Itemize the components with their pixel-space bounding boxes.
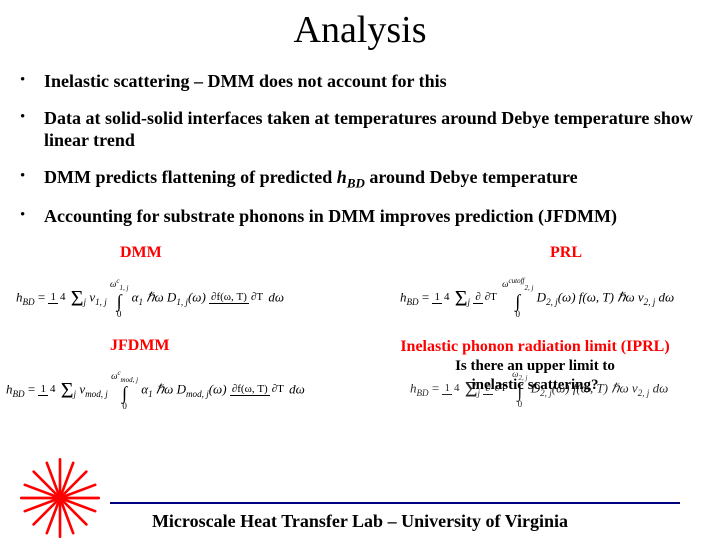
bullet-marker: • [20, 70, 44, 91]
bullet-text: Data at solid-solid interfaces taken at … [44, 107, 710, 152]
bullet-list: • Inelastic scattering – DMM does not ac… [0, 70, 720, 228]
bullet-item: • Data at solid-solid interfaces taken a… [20, 107, 710, 152]
laser-burst-icon [16, 454, 104, 542]
bullet-marker: • [20, 107, 44, 128]
footer-rule [110, 502, 680, 504]
label-jfdmm: JFDMM [110, 337, 170, 355]
bullet-item: • Accounting for substrate phonons in DM… [20, 205, 710, 228]
footer-text: Microscale Heat Transfer Lab – Universit… [0, 511, 720, 532]
bullet-item: • Inelastic scattering – DMM does not ac… [20, 70, 710, 93]
bullet-item: • DMM predicts flattening of predicted h… [20, 166, 710, 192]
equation-iprl: hBD = 14 Σj ∂∂T ω2, j∫0 D2, j(ω) f(ω, T)… [410, 370, 668, 409]
label-iprl: Inelastic phonon radiation limit (IPRL) [370, 337, 700, 357]
equation-prl: hBD = 14 Σj ∂∂T ωcutoff2, j∫0 D2, j(ω) f… [400, 278, 674, 319]
bullet-marker: • [20, 205, 44, 226]
label-dmm: DMM [120, 244, 162, 262]
slide-title: Analysis [0, 8, 720, 52]
bullet-marker: • [20, 166, 44, 187]
label-prl: PRL [550, 244, 582, 262]
equation-region: DMM PRL JFDMM Inelastic phonon radiation… [0, 242, 720, 452]
bullet-text: DMM predicts flattening of predicted hBD… [44, 166, 578, 192]
equation-dmm: hBD = 14 Σj ν1, j ωc1, j∫0 α1 ℏω D1, j(ω… [16, 278, 284, 319]
equation-jfdmm: hBD = 14 Σj νmod, j ωcmod, j∫0 α1 ℏω Dmo… [6, 370, 305, 411]
bullet-text: Accounting for substrate phonons in DMM … [44, 205, 617, 228]
bullet-text: Inelastic scattering – DMM does not acco… [44, 70, 447, 93]
